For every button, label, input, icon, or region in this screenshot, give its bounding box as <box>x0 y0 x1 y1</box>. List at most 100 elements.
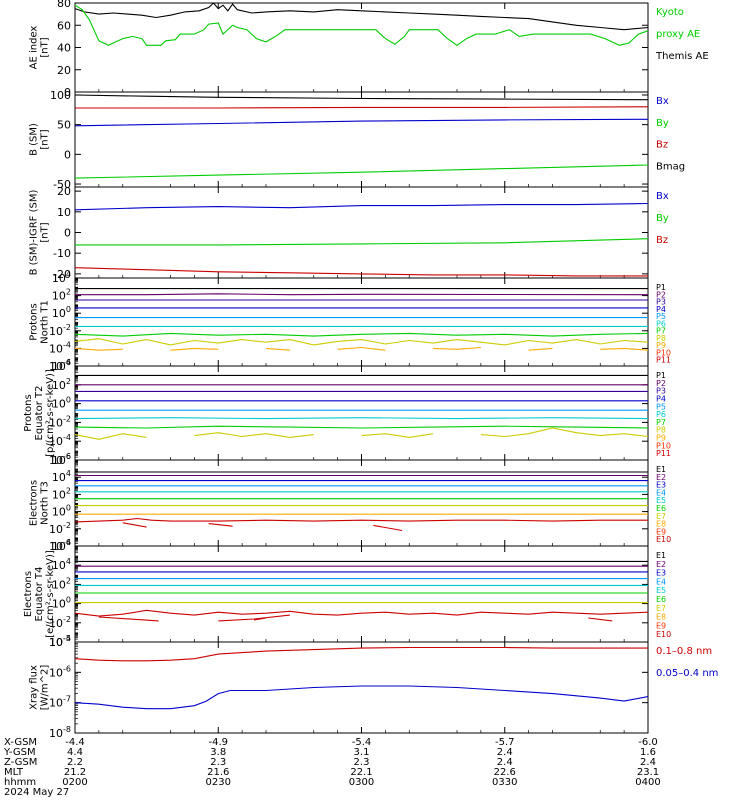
panel-1-ytick-label: 20 <box>57 64 71 77</box>
panel-4-legend-label: P4 <box>656 305 666 314</box>
panel-1-ytick-label: 60 <box>57 19 71 32</box>
panel-2-ytick-label: 50 <box>57 119 71 132</box>
panel-7-legend-label: E1 <box>656 551 666 560</box>
panel-1-legend-label: Themis AE <box>655 51 709 62</box>
panel-8-series-1 <box>74 646 648 662</box>
panel-8-ytick-label: 10-7 <box>49 695 71 710</box>
ephemeris-value: 0400 <box>635 777 660 788</box>
panel-4-legend-label: P2 <box>656 290 666 299</box>
panel-3-ytick-label: -20 <box>53 268 71 281</box>
ephemeris-value: 1.6 <box>640 747 656 758</box>
panel-5-series-7 <box>74 425 649 429</box>
panel-7-legend-label: E4 <box>656 577 666 586</box>
panel-6-legend-label: E9 <box>656 527 666 536</box>
panel-2-legend-label: By <box>656 118 669 129</box>
panel-7-legend-label: E2 <box>656 560 666 569</box>
panel-1-series-2 <box>74 4 649 46</box>
ephemeris-value: 2.2 <box>67 757 83 768</box>
panel-5-legend-label: P11 <box>656 449 671 458</box>
ephemeris-value: 2.4 <box>497 747 513 758</box>
panel-5-series-8 <box>361 433 434 438</box>
panel-4-frame <box>74 277 649 367</box>
panel-6-legend-label: E7 <box>656 512 666 521</box>
panel-4-ytick-label: 10-4 <box>49 340 71 355</box>
panel-2-series-3 <box>74 118 649 127</box>
panel-4-ytick-label: 104 <box>52 270 71 285</box>
ephemeris-value: 22.6 <box>494 767 516 778</box>
panel-7-legend-label: E8 <box>656 613 666 622</box>
ephemeris-row-label: MLT <box>4 767 24 778</box>
panel-4-series-9 <box>265 347 290 351</box>
panel-6-ytick-label: 100 <box>52 504 71 519</box>
panel-4-ytick-label: 100 <box>52 305 71 320</box>
panel-4-legend-label: P3 <box>656 298 666 307</box>
panel-7-ylabel: Electrons <box>23 571 34 617</box>
panel-7-legend-label: E5 <box>656 586 666 595</box>
ephemeris-value: 0330 <box>492 777 517 788</box>
ephemeris-value: 0200 <box>62 777 87 788</box>
ephemeris-value: 2.4 <box>497 757 513 768</box>
panel-4-legend-label: P10 <box>656 348 671 357</box>
panel-6-ytick-label: 106 <box>52 452 71 467</box>
ephemeris-value: 23.1 <box>637 767 659 778</box>
ephemeris-value: 21.2 <box>64 767 86 778</box>
panel-3-ylabel: B (SM)-IGRF (SM) <box>29 190 40 276</box>
panel-5-legend-label: P3 <box>656 387 666 396</box>
panel-6-series-9 <box>74 517 648 523</box>
panel-8-ytick-label: 10-5 <box>49 634 71 649</box>
panel-5-ylabel: [p/(cm²-s-sr-keV)] <box>45 369 56 457</box>
panel-6-ytick-label: 104 <box>52 469 71 484</box>
panel-4-series-7 <box>74 332 649 337</box>
panel-4-legend-label: P5 <box>656 312 666 321</box>
panel-1-legend-label: Kyoto <box>656 7 684 18</box>
panel-6-ylabel: Electrons <box>29 480 40 526</box>
panel-3-ytick-label: 10 <box>57 206 71 219</box>
panel-1-series-1 <box>74 2 649 31</box>
panel-8-legend-label: 0.1–0.8 nm <box>656 646 712 657</box>
panel-2-legend-label: Bz <box>656 140 668 151</box>
panel-7-series-10 <box>218 614 290 622</box>
panel-5-series-8 <box>480 427 649 438</box>
panel-5-ylabel: Equator T2 <box>34 386 45 441</box>
panel-1-ylabel: [nT] <box>40 37 51 57</box>
panel-8-ylabel: Xray flux <box>29 665 40 710</box>
panel-8-ylabel: [W/m^2] <box>40 665 51 711</box>
panel-6-legend-label: E6 <box>656 504 666 513</box>
panel-4-series-9 <box>600 347 649 351</box>
panel-5-ylabel: Protons <box>23 394 34 431</box>
panel-4-series-9 <box>74 347 123 351</box>
panel-4-series-9 <box>170 347 219 351</box>
panel-4-series-2 <box>75 293 649 296</box>
panel-5-series-8 <box>194 432 314 438</box>
panel-4-ytick-label: 102 <box>52 288 71 303</box>
panel-7-legend-label: E10 <box>656 630 671 639</box>
panel-1-ytick-label: 40 <box>57 42 71 55</box>
panel-4-ylabel: North T1 <box>40 300 51 344</box>
panel-1-ytick-label: 80 <box>57 0 71 10</box>
panel-2-ylabel: [nT] <box>40 129 51 149</box>
panel-2-series-2 <box>75 106 649 109</box>
ephemeris-value: 4.4 <box>67 747 83 758</box>
panel-2-ylabel: B (SM) <box>29 123 40 156</box>
ephemeris-value: 2.3 <box>354 757 370 768</box>
panel-6-legend-label: E8 <box>656 520 666 529</box>
panel-3-series-1 <box>74 202 649 211</box>
panel-4-series-9 <box>337 346 386 351</box>
panel-4-ylabel: Protons <box>29 303 40 340</box>
panel-6-ylabel: North T3 <box>40 481 51 525</box>
panel-5-series-6 <box>74 417 649 420</box>
panel-7-legend-label: E6 <box>656 595 666 604</box>
panel-5-legend-label: P6 <box>656 410 666 419</box>
panel-2-ytick-label: 0 <box>64 148 71 161</box>
panel-5-legend-label: P7 <box>656 418 666 427</box>
ephemeris-value: 2.4 <box>640 757 656 768</box>
panel-3-series-2 <box>75 238 649 246</box>
panel-4-legend-label: P6 <box>656 319 666 328</box>
ephemeris-value: 0300 <box>349 777 374 788</box>
panel-6-legend-label: E2 <box>656 473 666 482</box>
panel-4-legend-label: P8 <box>656 334 666 343</box>
panel-5-frame <box>74 365 649 461</box>
panel-5-legend-label: P9 <box>656 434 666 443</box>
ephemeris-row-label: X-GSM <box>4 737 37 748</box>
ephemeris-value: -4.9 <box>208 737 228 748</box>
